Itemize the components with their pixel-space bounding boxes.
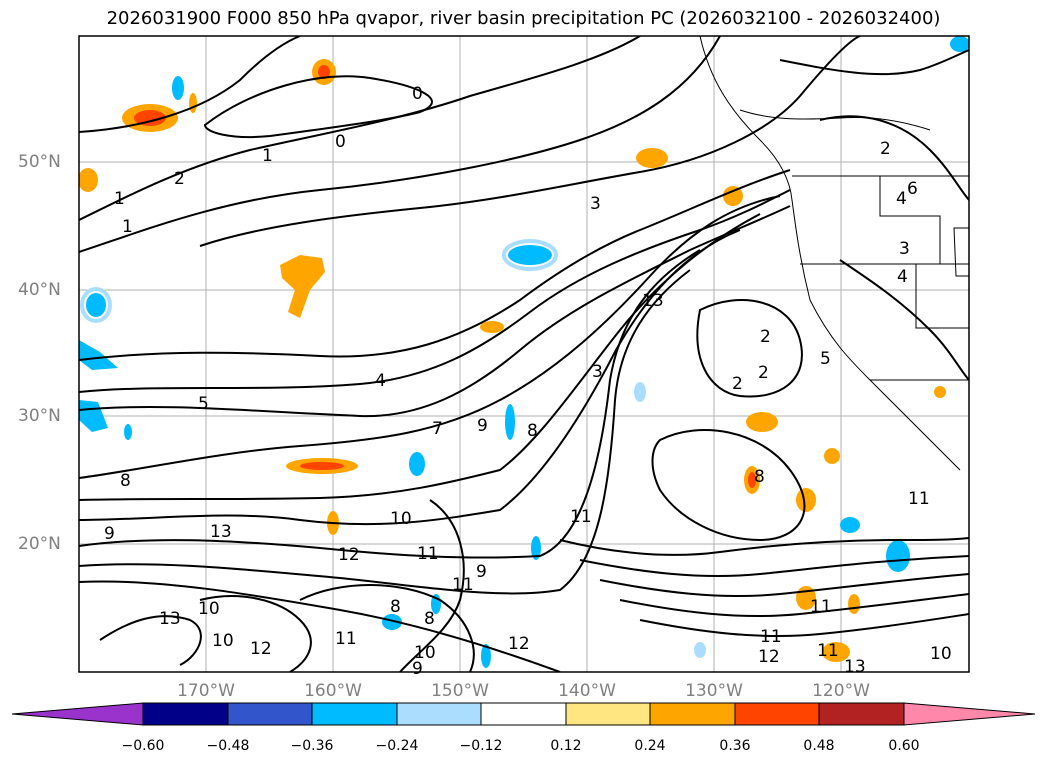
lon-label-170w: 170°W	[177, 681, 235, 701]
contour-label: 9	[412, 659, 423, 679]
colorbar-seg-4	[396, 702, 482, 726]
colorbar-seg-5	[480, 702, 567, 726]
contour-label: 11	[817, 641, 839, 661]
contour-label: 3	[899, 239, 910, 259]
contour-label: 4	[896, 189, 907, 209]
qvapor-contours	[79, 36, 969, 672]
contour-label: 13	[844, 657, 866, 677]
contour-label: 8	[424, 609, 435, 629]
contour-label: 1	[114, 189, 125, 209]
colorbar-tick-4: −0.24	[375, 738, 419, 754]
colorbar-seg-9	[818, 702, 905, 726]
contour-label: 1	[122, 217, 133, 237]
lat-label-30: 30°N	[18, 406, 61, 426]
lat-label-20: 20°N	[18, 534, 61, 554]
lon-label-140w: 140°W	[558, 681, 616, 701]
colorbar	[11, 702, 1036, 726]
lat-label-40: 40°N	[18, 280, 61, 300]
contour-label: 12	[338, 545, 360, 565]
contour-label: 2	[732, 374, 743, 394]
map-border	[78, 35, 970, 673]
contour-label: 13	[159, 609, 181, 629]
colorbar-tick-7: 0.24	[634, 738, 666, 754]
contour-label: 11	[335, 629, 357, 649]
contour-label: 5	[198, 394, 209, 414]
map-title: 2026031900 F000 850 hPa qvapor, river ba…	[106, 8, 941, 29]
contour-label: 8	[754, 467, 765, 487]
lon-label-130w: 130°W	[685, 681, 743, 701]
contour-label: 8	[390, 597, 401, 617]
contour-label: 3	[590, 194, 601, 214]
contour-label: 2	[760, 327, 771, 347]
contour-label: 11	[908, 489, 930, 509]
colorbar-tick-5: −0.12	[459, 738, 503, 754]
contour-label: 2	[758, 363, 769, 383]
colorbar-tick-2: −0.48	[206, 738, 250, 754]
contour-label: 10	[198, 599, 220, 619]
contour-label: 2	[174, 169, 185, 189]
contour-label: 10	[930, 644, 952, 664]
lon-label-150w: 150°W	[431, 681, 489, 701]
colorbar-seg-8	[734, 702, 820, 726]
contour-label: 12	[758, 647, 780, 667]
colorbar-seg-3	[311, 702, 398, 726]
contour-label: 9	[104, 524, 115, 544]
contour-label: 11	[417, 544, 439, 564]
contour-label: 10	[212, 631, 234, 651]
contour-label: 13	[210, 522, 232, 542]
contour-label: 11	[570, 507, 592, 527]
colorbar-tick-9: 0.48	[803, 738, 835, 754]
colorbar-tick-3: −0.36	[290, 738, 334, 754]
contour-label: 11	[760, 627, 782, 647]
precip-patches	[79, 36, 969, 668]
gridlines	[79, 36, 969, 672]
contour-label: 10	[414, 643, 436, 663]
contour-label: 9	[477, 416, 488, 436]
contour-label: 8	[120, 471, 131, 491]
colorbar-seg-6	[565, 702, 651, 726]
colorbar-tick-10: 0.60	[888, 738, 920, 754]
contour-label: 4	[375, 371, 386, 391]
contour-label: 0	[412, 84, 423, 104]
coastlines	[699, 36, 969, 471]
contour-label: 9	[476, 562, 487, 582]
colorbar-tick-1: −0.60	[121, 738, 165, 754]
contour-label: 2	[880, 139, 891, 159]
colorbar-extend-high	[903, 702, 1036, 726]
contour-label: 11	[810, 597, 832, 617]
colorbar-tick-8: 0.36	[719, 738, 751, 754]
contour-label: 1	[262, 146, 273, 166]
contour-label: 13	[642, 291, 664, 311]
contour-label: 12	[250, 639, 272, 659]
contour-label: 5	[820, 349, 831, 369]
contour-label: 3	[592, 362, 603, 382]
contour-label: 4	[897, 267, 908, 287]
contour-label: 6	[907, 179, 918, 199]
contour-label: 11	[452, 575, 474, 595]
colorbar-seg-7	[649, 702, 736, 726]
colorbar-seg-2	[227, 702, 313, 726]
lon-label-160w: 160°W	[304, 681, 362, 701]
contour-label: 0	[335, 132, 346, 152]
contour-label: 8	[527, 421, 538, 441]
map-area	[79, 36, 969, 672]
contour-label: 12	[508, 634, 530, 654]
colorbar-tick-6: 0.12	[550, 738, 582, 754]
colorbar-seg-1	[142, 702, 229, 726]
lat-label-50: 50°N	[18, 152, 61, 172]
contour-label: 10	[390, 509, 412, 529]
lon-label-120w: 120°W	[812, 681, 870, 701]
colorbar-extend-low	[11, 702, 144, 726]
contour-label: 7	[432, 419, 443, 439]
